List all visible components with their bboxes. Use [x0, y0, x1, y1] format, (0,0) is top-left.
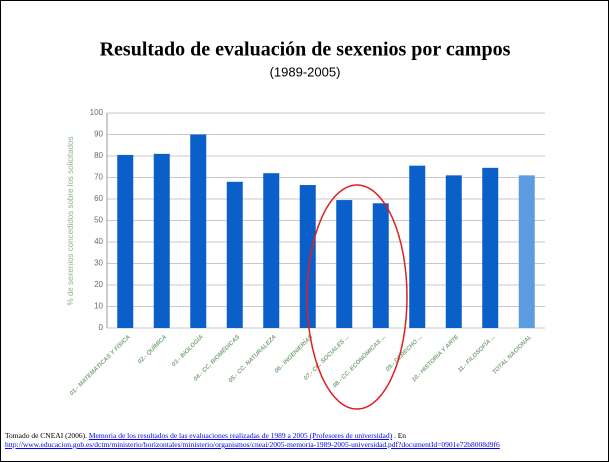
y-tick-label: 100: [90, 108, 104, 117]
bar: [445, 175, 462, 328]
y-tick-label: 50: [94, 216, 103, 225]
y-tick-label: 80: [94, 151, 103, 160]
y-axis-label: % de sexenios concedidos sobre los solic…: [66, 137, 75, 306]
x-tick-label: 06.- INGENIERÍAS: [273, 334, 314, 375]
chart-subtitle: (1989-2005): [270, 64, 341, 79]
bar: [117, 154, 134, 328]
source-separator: . En: [393, 431, 407, 440]
bar: [190, 134, 207, 328]
y-tick-label: 70: [94, 173, 103, 182]
y-tick-label: 90: [94, 130, 103, 139]
bar: [263, 173, 280, 328]
y-tick-label: 20: [94, 280, 103, 289]
bar: [409, 165, 426, 328]
x-tick-label: 09.- DERECHO ...: [385, 334, 424, 373]
bar: [153, 153, 170, 328]
x-tick-label: 02.- QUÍMICA: [136, 334, 168, 366]
x-tick-label: 03.- BIOLOGÍA: [170, 334, 204, 368]
bar: [372, 203, 389, 328]
x-tick-label: 01.- MATEMÁTICAS Y FÍSICA: [68, 334, 131, 397]
bar: [299, 185, 316, 328]
bar: [518, 175, 535, 328]
y-tick-label: 40: [94, 237, 103, 246]
bar: [482, 167, 499, 328]
bar: [336, 200, 353, 328]
chart-title: Resultado de evaluación de sexenios por …: [100, 39, 511, 61]
source-note: Tomado de CNEAI (2006). Memoria de los r…: [5, 431, 565, 449]
y-tick-label: 60: [94, 194, 103, 203]
y-tick-label: 0: [99, 323, 104, 332]
bar: [226, 181, 243, 328]
source-url[interactable]: http://www.educacion.gob.es/dctm/ministe…: [5, 440, 500, 449]
y-tick-label: 10: [94, 302, 103, 311]
y-tick-label: 30: [94, 259, 103, 268]
chart: Resultado de evaluación de sexenios por …: [66, 39, 545, 410]
highlight-ellipse: [306, 184, 408, 410]
source-link[interactable]: Memoria de los resultados de las evaluac…: [88, 431, 393, 440]
x-tick-label: 11.- FILOSOFÍA ...: [456, 333, 497, 374]
x-tick-label: TOTAL NACIONAL: [492, 334, 534, 376]
source-prefix: Tomado de CNEAI (2006).: [5, 431, 87, 440]
